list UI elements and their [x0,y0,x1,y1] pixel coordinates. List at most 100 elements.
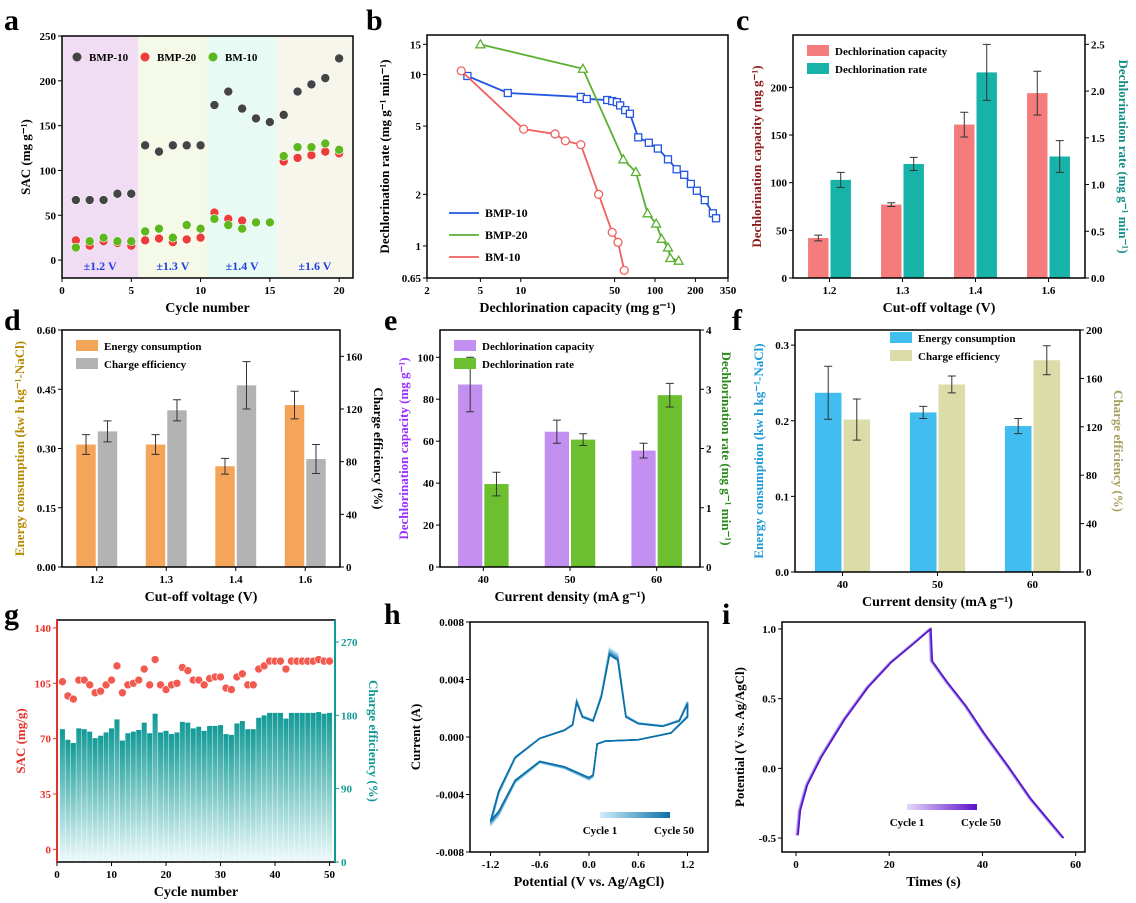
error-bar [151,434,160,455]
x-tick-label: 40 [837,579,849,591]
x-axis-label: Times (s) [906,875,961,890]
point-BMP-20 [664,252,676,263]
legend-label: Dechlorination capacity [482,341,595,353]
error-bar [919,405,928,419]
sac-point [227,685,236,694]
point-BM-10 [607,227,617,238]
charge-efficiency-bar [147,733,153,862]
y-tick-label: 70 [40,734,52,746]
y-tick-label: 1 [416,241,422,253]
point-BMP-10 [292,86,303,97]
x-tick-label: 10 [106,869,118,881]
chart-panel-g: 0 10 20 30 40 50 0 35 70 105 140 0 90 180 270 Cycle num… [13,619,381,900]
x-tick-label: 350 [720,285,737,297]
error-bar [814,234,823,242]
plot-frame [426,34,729,279]
point-BM-10 [237,223,247,234]
panel-label-b: b [366,4,383,37]
x-tick-label: 100 [647,285,664,297]
error-bar [639,442,648,459]
sac-point [183,666,193,675]
plot-frame [792,34,1086,279]
x-tick-label: 1.6 [1042,285,1056,297]
line-BMP-20 [480,43,679,262]
cycle-curve [797,627,1065,839]
sac-point [156,680,165,690]
point-BMP-20 [237,215,247,226]
x-tick-label: -0.6 [531,859,549,871]
y-right-tick-label: 0.5 [1091,226,1105,238]
bar-dechlorination-rate [830,179,851,278]
legend-marker [208,52,218,62]
legend-swatch [807,63,829,74]
y-right-tick-label: 180 [341,710,358,722]
charge-efficiency-bar [299,712,305,862]
sac-point [79,675,89,685]
x-tick-label: 0 [54,869,60,881]
band-label: ±1.4 V [226,259,259,273]
y-tick-label: 0.30 [37,444,57,456]
x-tick-label: 0.6 [631,859,645,871]
sac-point [107,675,116,685]
sac-point [85,680,95,690]
charge-efficiency-bar [294,712,300,862]
sac-point [216,672,225,682]
y-tick-label: 0 [429,562,435,574]
charge-efficiency-bar [316,712,322,862]
y-tick-label: 0.5 [762,694,776,706]
y-right-tick-label: 0.0 [1091,273,1105,285]
point-BMP-20 [641,207,654,218]
y-tick-label: 140 [35,623,52,635]
point-BMP-20 [617,153,629,164]
point-BMP-10 [126,188,137,199]
y-right-tick-label: 80 [1086,470,1098,482]
sac-point [134,675,144,685]
error-bar [311,444,320,475]
point-BM-10 [168,232,178,243]
charge-efficiency-bar [277,712,283,862]
error-bar [665,382,674,408]
y-right-axis-label: Charge efficiency (%) [371,387,386,509]
error-bar [909,156,918,172]
x-tick-label: 5 [478,285,484,297]
sac-point [96,686,105,696]
x-tick-label: 50 [932,579,944,591]
y-right-tick-label: 0 [346,562,352,574]
chart-panel-e: Dechlorination capacity Dechlorination ra… [396,325,734,605]
y-right-tick-label: 120 [1086,422,1103,434]
y-axis-label: Dechlorination capacity (mg g⁻¹) [749,65,764,247]
bar-charge-efficiency [1033,360,1061,572]
error-bar [1014,417,1023,435]
x-tick-label: 200 [687,285,704,297]
cycle-curve [489,651,689,823]
y-right-tick-label: 0 [341,857,347,869]
y-axis-label: Dechlorination rate (mg g⁻¹ min⁻¹) [377,59,392,253]
x-tick-label: 40 [478,574,490,586]
charge-efficiency-bar [179,721,185,862]
y-tick-label: 2 [416,189,422,201]
sac-point [199,680,209,690]
legend-swatch [454,358,476,369]
error-bar [824,365,833,420]
point-BMP-10 [112,188,123,199]
sac-point [172,678,182,688]
point-BMP-10 [692,186,701,195]
point-BM-10 [593,189,604,199]
y-tick-label: 40 [423,478,435,490]
x-tick-label: 60 [1070,859,1082,871]
chart-panel-d: Energy consumption Charge efficiency 1.2 1.… [12,325,386,605]
cycle-curve [489,653,689,822]
y-tick-label: 35 [40,789,52,801]
line-BMP-10 [467,75,717,219]
y-axis-label: SAC (mg/g) [13,708,28,773]
sac-point [150,655,160,664]
point-BMP-10 [84,195,95,205]
y-tick-label: 100 [418,352,435,364]
bar-charge-efficiency [167,410,187,567]
point-BM-10 [334,145,344,155]
panel-label-c: c [736,4,749,37]
error-bar [836,171,845,188]
x-tick-label: 1.3 [159,574,173,586]
y-tick-label: 105 [35,678,52,690]
charge-efficiency-bar [168,734,174,862]
